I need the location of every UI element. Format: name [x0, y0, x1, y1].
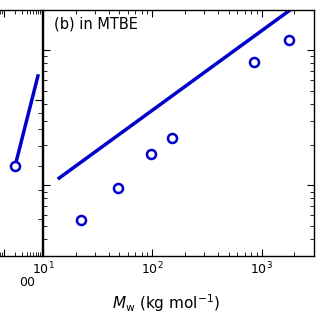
Text: $M_{\mathrm{w}}$ (kg mol$^{-1}$): $M_{\mathrm{w}}$ (kg mol$^{-1}$): [113, 292, 220, 314]
Text: (b) in MTBE: (b) in MTBE: [54, 17, 138, 32]
Text: 00: 00: [19, 276, 35, 289]
